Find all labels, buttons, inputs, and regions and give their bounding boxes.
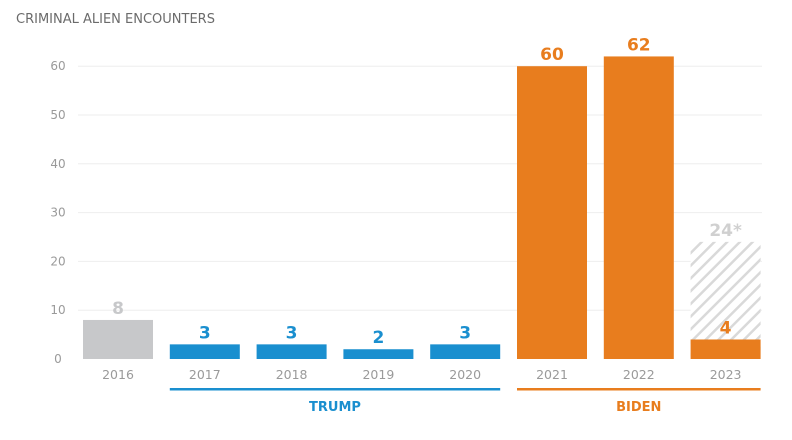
value-labels: 8 3 3 2 3 60 62 24* 4 — [112, 35, 742, 348]
x-tick-label: 2016 — [102, 367, 134, 382]
bar-2022 — [603, 56, 674, 359]
x-tick-label: 2022 — [623, 367, 655, 382]
group-label: BIDEN — [616, 400, 661, 415]
value-label: 8 — [112, 299, 124, 319]
group-bracket — [517, 388, 761, 391]
x-tick-label: 2023 — [710, 367, 742, 382]
chart-title: CRIMINAL ALIEN ENCOUNTERS — [16, 12, 215, 27]
x-tick-label: 2019 — [362, 367, 394, 382]
value-label: 3 — [199, 323, 211, 343]
value-label: 4 — [720, 318, 732, 338]
x-axis: 2016 2017 2018 2019 2020 2021 2022 2023 — [102, 367, 741, 382]
bars — [83, 56, 761, 359]
group-label: TRUMP — [309, 400, 361, 415]
value-label: 3 — [286, 323, 298, 343]
bar-2018 — [256, 344, 327, 359]
administration-groups: TRUMP BIDEN — [169, 388, 761, 415]
y-tick-label: 60 — [50, 59, 65, 73]
bar-2020 — [430, 344, 501, 359]
y-tick-label: 30 — [50, 206, 65, 220]
value-label: 2 — [372, 328, 384, 348]
value-label: 60 — [540, 45, 564, 65]
x-tick-label: 2021 — [536, 367, 568, 382]
group-bracket — [169, 388, 501, 391]
y-tick-label: 50 — [50, 108, 65, 122]
y-tick-label: 10 — [50, 303, 65, 317]
y-tick-label: 20 — [50, 254, 65, 268]
value-label: 3 — [459, 323, 471, 343]
x-tick-label: 2018 — [276, 367, 308, 382]
bar-2021 — [517, 66, 587, 359]
value-label: 62 — [627, 35, 651, 55]
bar-2023 — [690, 339, 761, 359]
bar-2019 — [343, 349, 414, 359]
bar-2016 — [83, 319, 153, 359]
y-tick-label: 40 — [50, 157, 65, 171]
projection-label: 24* — [709, 221, 742, 241]
x-tick-label: 2017 — [189, 367, 221, 382]
y-tick-label: 0 — [54, 352, 62, 366]
y-axis: 0 10 20 30 40 50 60 — [50, 59, 65, 366]
x-tick-label: 2020 — [449, 367, 481, 382]
bar-2017 — [169, 344, 240, 359]
